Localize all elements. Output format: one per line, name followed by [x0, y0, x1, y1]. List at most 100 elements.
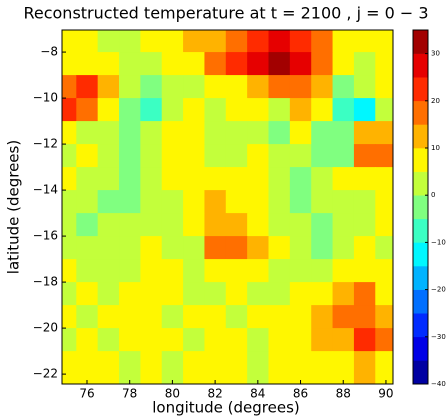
cell — [161, 167, 184, 191]
cell — [268, 167, 291, 191]
cell — [161, 98, 184, 122]
cell — [375, 30, 394, 53]
cell — [353, 328, 376, 352]
cell — [204, 30, 227, 53]
colorbar-band — [413, 313, 428, 338]
colorbar-tick-label: 20 — [431, 97, 440, 105]
cell — [183, 328, 205, 352]
cell — [204, 144, 227, 168]
cell — [268, 30, 291, 53]
x-axis-label: longitude (degrees) — [152, 399, 300, 416]
cell — [140, 121, 163, 145]
cell — [119, 190, 141, 214]
cell — [353, 167, 376, 191]
cell — [332, 190, 355, 214]
cell — [311, 305, 334, 329]
cell — [247, 282, 270, 306]
y-axis-label: latitude (degrees) — [5, 140, 23, 274]
cell — [375, 213, 394, 237]
cell — [97, 328, 120, 352]
cell — [161, 305, 184, 329]
cell — [161, 190, 184, 214]
chart-title: Reconstructed temperature at t = 2100 , … — [23, 4, 428, 23]
cell — [76, 121, 99, 145]
cell — [140, 351, 163, 385]
cell — [76, 328, 99, 352]
cell — [289, 30, 312, 53]
cell — [247, 236, 270, 260]
cell — [97, 236, 120, 260]
cell — [225, 328, 248, 352]
cell — [183, 351, 205, 385]
cell — [183, 305, 205, 329]
cell — [332, 328, 355, 352]
cell — [353, 144, 376, 168]
cell — [353, 30, 376, 53]
colorbar-tick-label: 0 — [431, 191, 435, 199]
cell — [97, 305, 120, 329]
cell — [268, 190, 291, 214]
cell — [204, 282, 227, 306]
cell — [97, 190, 120, 214]
colorbar-band — [413, 266, 428, 290]
cell — [332, 213, 355, 237]
cell — [161, 144, 184, 168]
cell — [76, 98, 99, 122]
cell — [204, 98, 227, 122]
cell — [119, 30, 141, 53]
cell — [161, 351, 184, 385]
cell — [289, 236, 312, 260]
cell — [353, 213, 376, 237]
cell — [119, 167, 141, 191]
cell — [268, 144, 291, 168]
cell — [204, 305, 227, 329]
cell — [375, 259, 394, 283]
cell — [247, 213, 270, 237]
cell — [183, 52, 205, 76]
cell — [204, 190, 227, 214]
cell — [62, 236, 77, 260]
cell — [225, 282, 248, 306]
cell — [268, 75, 291, 99]
colorbar-band — [413, 100, 428, 125]
cell — [311, 259, 334, 283]
cell — [375, 75, 394, 99]
cell — [289, 98, 312, 122]
cell — [332, 98, 355, 122]
cell — [353, 75, 376, 99]
cell — [204, 167, 227, 191]
cell — [225, 351, 248, 385]
cell — [62, 98, 77, 122]
cell — [289, 328, 312, 352]
cell — [289, 121, 312, 145]
cell — [183, 236, 205, 260]
cell — [62, 190, 77, 214]
cell — [332, 75, 355, 99]
cell — [76, 213, 99, 237]
cell — [140, 98, 163, 122]
cell — [332, 282, 355, 306]
cell — [268, 52, 291, 76]
cell — [225, 75, 248, 99]
cell — [119, 213, 141, 237]
cell — [375, 305, 394, 329]
cell — [353, 305, 376, 329]
x-tick-label: 86 — [293, 387, 308, 401]
cell — [311, 75, 334, 99]
cell — [247, 144, 270, 168]
cell — [247, 190, 270, 214]
cell — [161, 121, 184, 145]
colorbar-tick-label: −40 — [431, 380, 446, 388]
cell — [119, 351, 141, 385]
colorbar-band — [413, 360, 428, 385]
colorbar-frame — [412, 29, 429, 385]
cell — [225, 213, 248, 237]
cell — [97, 98, 120, 122]
cell — [161, 328, 184, 352]
cell — [97, 259, 120, 283]
colorbar-band — [413, 171, 428, 196]
cell — [97, 52, 120, 76]
cell — [332, 236, 355, 260]
cell — [62, 121, 77, 145]
cell — [183, 259, 205, 283]
